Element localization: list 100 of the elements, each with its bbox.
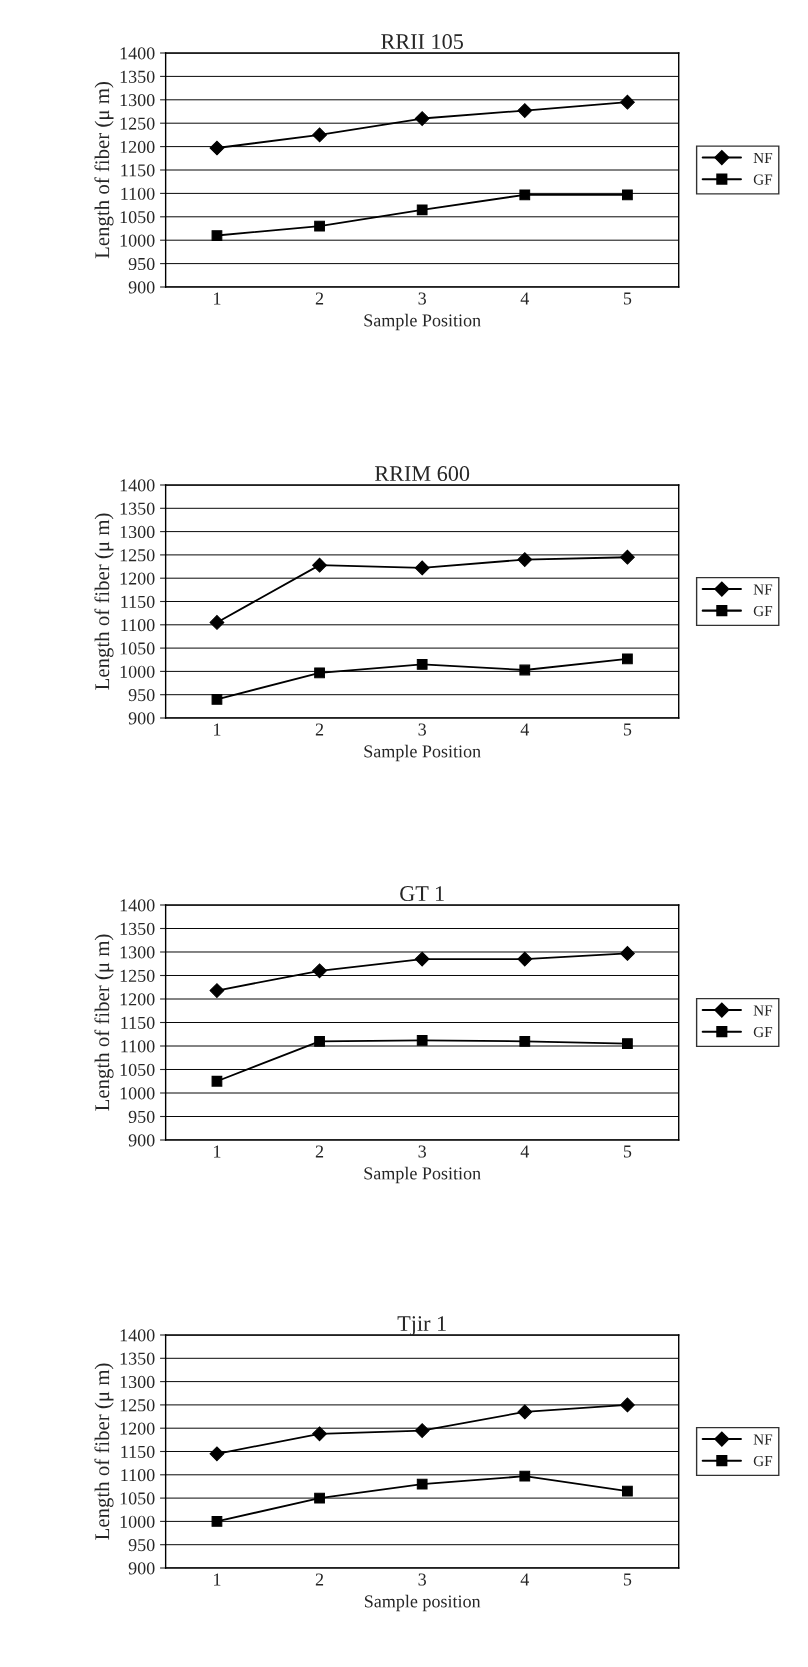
y-tick-label: 1400 xyxy=(120,1329,155,1342)
y-tick-label: 1100 xyxy=(121,187,155,200)
point xyxy=(519,189,531,201)
point xyxy=(519,1470,531,1482)
y-tick-label: 1050 xyxy=(120,642,155,655)
y-tick-label: 1300 xyxy=(120,1375,155,1389)
y-tick-label: 1200 xyxy=(120,993,155,1006)
y-axis-title: Length of fiber (μ m) xyxy=(94,1363,114,1540)
x-tick-label: 1 xyxy=(214,292,221,305)
y-tick-label: 1250 xyxy=(120,1399,155,1412)
legend-label: GF xyxy=(753,174,773,185)
point xyxy=(620,549,635,565)
x-tick-label: 1 xyxy=(214,1145,221,1158)
point xyxy=(620,1397,635,1413)
point xyxy=(622,1485,633,1497)
y-tick-label: 1000 xyxy=(120,665,155,678)
x-axis-title: Sample Position xyxy=(364,744,481,762)
y-tick-label: 1350 xyxy=(120,1352,155,1365)
chart-title: Tjir 1 xyxy=(397,1316,446,1336)
x-tick-label: 2 xyxy=(315,1573,324,1586)
point xyxy=(211,1516,223,1527)
y-tick-label: 1400 xyxy=(120,479,155,492)
y-tick-label: 1050 xyxy=(120,1492,155,1505)
point xyxy=(517,951,533,967)
point xyxy=(414,1423,430,1438)
point xyxy=(620,946,635,961)
legend-label: NF xyxy=(753,152,773,163)
y-tick-label: 950 xyxy=(128,1538,155,1552)
y-axis-title: Length of fiber (μ m) xyxy=(94,82,114,259)
x-tick-label: 3 xyxy=(418,292,426,305)
y-tick-label: 1350 xyxy=(120,70,155,83)
y-tick-label: 1050 xyxy=(120,1063,155,1076)
legend-label: NF xyxy=(753,1434,773,1445)
x-tick-label: 2 xyxy=(315,1145,324,1158)
y-tick-label: 1000 xyxy=(120,234,155,247)
y-tick-label: 1400 xyxy=(120,899,155,912)
point xyxy=(414,951,430,967)
point xyxy=(209,1446,225,1462)
x-axis-title: Sample Position xyxy=(364,1166,481,1184)
x-tick-label: 3 xyxy=(418,1145,426,1158)
point xyxy=(209,615,225,630)
y-tick-label: 1100 xyxy=(121,1469,155,1482)
y-tick-label: 1350 xyxy=(120,502,155,515)
x-tick-label: 4 xyxy=(520,1145,530,1158)
point xyxy=(519,1035,531,1047)
y-tick-label: 900 xyxy=(128,281,155,294)
point xyxy=(314,220,325,232)
x-axis-title: Sample Position xyxy=(364,313,481,331)
x-tick-label: 3 xyxy=(418,1573,426,1586)
point xyxy=(622,653,633,665)
x-axis-title: Sample position xyxy=(364,1594,481,1612)
x-tick-label: 4 xyxy=(520,292,530,305)
y-tick-label: 900 xyxy=(128,1562,155,1575)
point xyxy=(312,963,327,979)
y-tick-label: 1200 xyxy=(120,140,155,154)
point xyxy=(622,1038,633,1050)
point xyxy=(314,1492,325,1504)
point xyxy=(209,140,225,156)
y-tick-label: 1300 xyxy=(120,946,155,959)
y-tick-label: 1200 xyxy=(120,572,155,585)
point xyxy=(414,560,430,576)
point xyxy=(312,557,327,573)
y-tick-label: 1200 xyxy=(120,1422,155,1435)
point xyxy=(211,1075,223,1087)
y-axis-title: Length of fiber (μ m) xyxy=(94,513,114,690)
point xyxy=(519,664,531,676)
point xyxy=(314,1035,325,1047)
point xyxy=(312,1426,327,1442)
y-tick-label: 1250 xyxy=(120,969,155,982)
x-tick-label: 4 xyxy=(520,723,530,736)
legend-label: NF xyxy=(753,584,773,595)
x-tick-label: 5 xyxy=(623,1145,632,1158)
y-tick-label: 950 xyxy=(128,1110,155,1123)
point xyxy=(211,693,223,705)
y-tick-label: 1100 xyxy=(121,1040,155,1053)
x-tick-label: 4 xyxy=(520,1573,530,1586)
x-tick-label: 2 xyxy=(315,292,324,305)
point xyxy=(209,983,225,998)
y-tick-label: 900 xyxy=(128,712,155,725)
chart-title: RRII 105 xyxy=(381,34,463,50)
point xyxy=(517,103,533,118)
point xyxy=(416,1034,428,1046)
chart-title: RRIM 600 xyxy=(374,466,470,482)
y-tick-label: 1050 xyxy=(120,211,155,224)
point xyxy=(622,189,633,201)
y-tick-label: 1000 xyxy=(120,1087,155,1100)
y-tick-label: 950 xyxy=(128,688,155,702)
y-tick-label: 1250 xyxy=(120,549,155,562)
y-tick-label: 1150 xyxy=(121,1445,155,1458)
point xyxy=(312,127,327,143)
x-tick-label: 2 xyxy=(315,723,324,736)
point xyxy=(517,1404,533,1420)
point xyxy=(416,659,428,670)
x-tick-label: 1 xyxy=(214,723,221,736)
point xyxy=(211,230,223,241)
y-tick-label: 1000 xyxy=(120,1515,155,1528)
y-tick-label: 1400 xyxy=(120,47,155,60)
y-tick-label: 1250 xyxy=(120,117,155,130)
y-tick-label: 1100 xyxy=(121,619,155,632)
y-axis-title: Length of fiber (μ m) xyxy=(94,934,114,1111)
